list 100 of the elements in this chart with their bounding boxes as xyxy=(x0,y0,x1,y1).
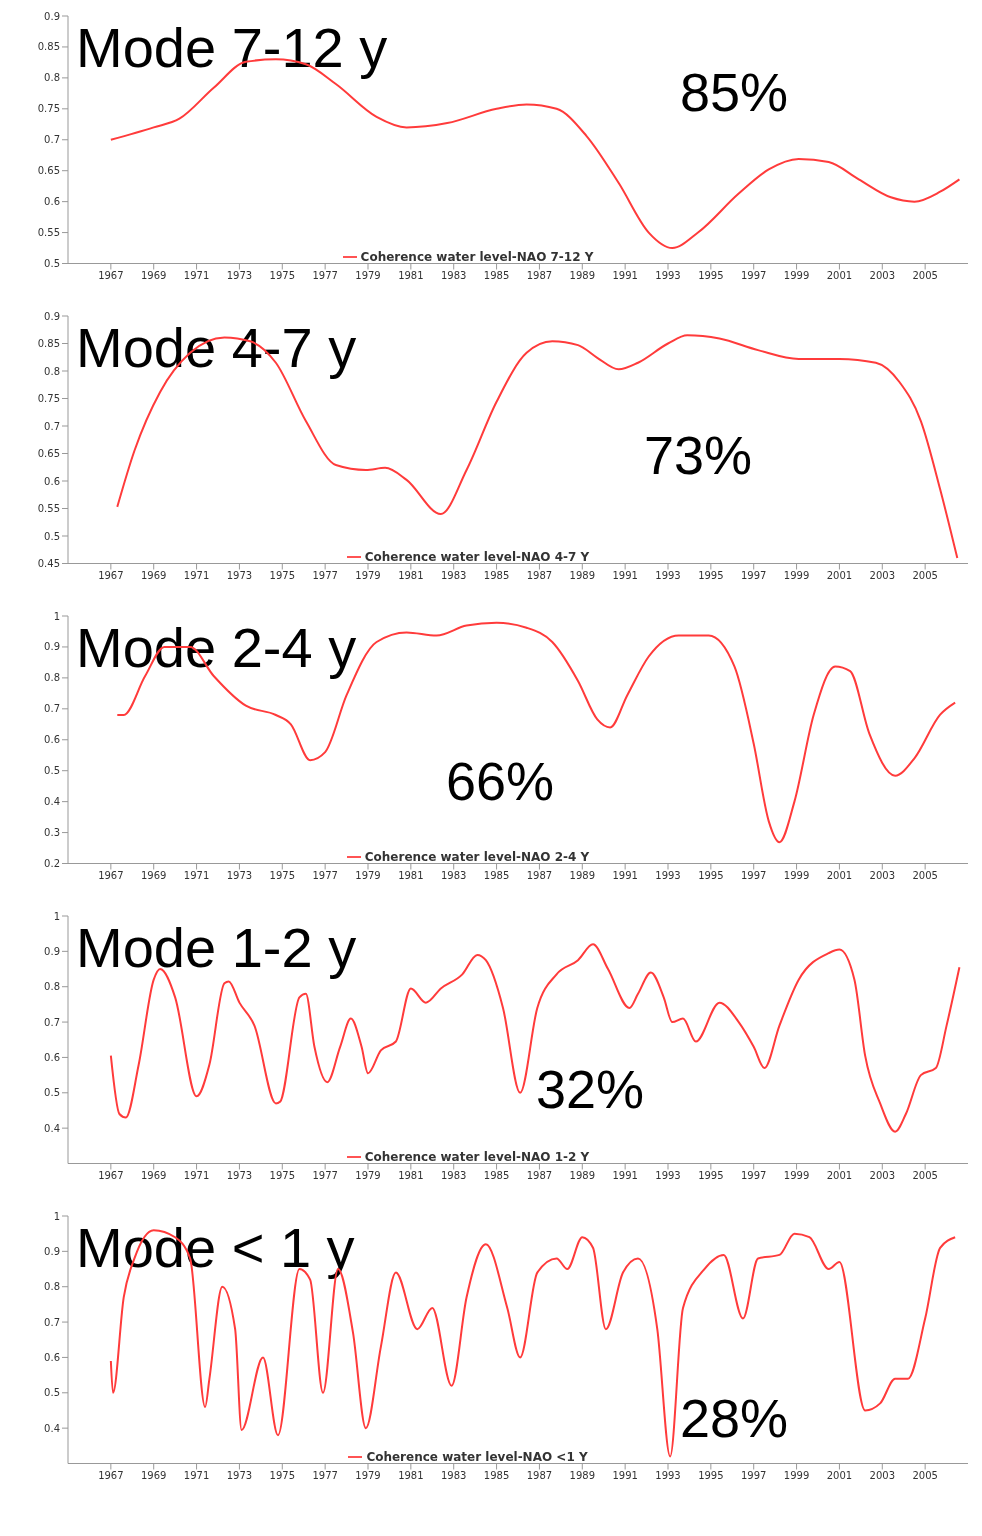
x-tick-label: 1973 xyxy=(226,569,253,581)
x-tick-label: 1981 xyxy=(398,1469,424,1481)
x-tick-label: 2001 xyxy=(826,1469,853,1481)
x-tick-label: 1983 xyxy=(440,869,467,881)
y-tick-label: 0.8 xyxy=(44,672,60,684)
x-tick-label: 1975 xyxy=(269,569,296,581)
x-tick-label: 1985 xyxy=(483,869,510,881)
x-tick-label: 1979 xyxy=(355,569,381,581)
y-tick-label: 0.5 xyxy=(44,1387,60,1399)
x-tick-label: 1977 xyxy=(312,569,338,581)
x-tick-label: 1991 xyxy=(612,1169,638,1181)
x-tick-label: 2005 xyxy=(912,1469,938,1481)
y-tick-label: 0.85 xyxy=(37,41,60,53)
y-tick-label: 0.8 xyxy=(44,365,60,377)
x-tick-label: 1969 xyxy=(140,1469,167,1481)
x-tick-label: 1983 xyxy=(440,1469,467,1481)
x-tick-label: 1987 xyxy=(526,269,553,281)
chart-title: Mode 7-12 y xyxy=(76,16,388,79)
x-tick-label: 1993 xyxy=(655,869,681,881)
x-tick-label: 1999 xyxy=(783,1469,810,1481)
y-tick-label: 0.9 xyxy=(44,1245,60,1257)
y-tick-label: 0.75 xyxy=(37,393,60,405)
annotation: 28% xyxy=(680,1387,789,1448)
legend-label: Coherence water level-NAO 4-7 Y xyxy=(364,549,590,564)
y-tick-label: 0.8 xyxy=(44,1281,60,1293)
x-tick-label: 2003 xyxy=(869,569,896,581)
x-tick-label: 1973 xyxy=(226,269,253,281)
annotation: 73% xyxy=(644,425,753,486)
x-tick-label: 2005 xyxy=(912,1169,938,1181)
y-tick-label: 0.4 xyxy=(44,1422,60,1434)
y-tick-label: 0.5 xyxy=(44,765,60,777)
y-tick-label: 0.7 xyxy=(44,1016,60,1028)
x-tick-label: 1981 xyxy=(398,269,424,281)
x-tick-label: 1985 xyxy=(483,269,510,281)
y-tick-label: 0.65 xyxy=(37,448,60,460)
x-tick-label: 1979 xyxy=(355,869,381,881)
x-tick-label: 1981 xyxy=(398,1169,424,1181)
x-tick-label: 1969 xyxy=(140,869,167,881)
x-tick-label: 1991 xyxy=(612,269,638,281)
x-tick-label: 2005 xyxy=(912,269,938,281)
x-tick-label: 1981 xyxy=(398,569,424,581)
y-tick-label: 0.9 xyxy=(44,10,60,22)
x-tick-label: 1969 xyxy=(140,569,167,581)
x-tick-label: 1989 xyxy=(569,1169,596,1181)
x-tick-label: 1977 xyxy=(312,1169,338,1181)
x-tick-label: 1971 xyxy=(183,869,210,881)
legend-label: Coherence water level-NAO 2-4 Y xyxy=(364,849,590,864)
x-tick-label: 1981 xyxy=(398,869,424,881)
x-tick-label: 1993 xyxy=(655,269,681,281)
annotation: 85% xyxy=(680,62,789,123)
x-tick-label: 1969 xyxy=(140,269,167,281)
x-tick-label: 1971 xyxy=(183,1469,210,1481)
x-tick-label: 1977 xyxy=(312,269,338,281)
y-tick-label: 0.75 xyxy=(37,103,60,115)
chart-title: Mode 2-4 y xyxy=(76,616,357,679)
y-tick-label: 0.65 xyxy=(37,165,60,177)
y-tick-label: 0.4 xyxy=(44,1122,60,1134)
y-tick-label: 0.9 xyxy=(44,945,60,957)
y-tick-label: 0.5 xyxy=(44,530,60,542)
x-tick-label: 1991 xyxy=(612,869,638,881)
y-tick-label: 0.9 xyxy=(44,310,60,322)
x-tick-label: 2003 xyxy=(869,269,896,281)
x-tick-label: 1979 xyxy=(355,269,381,281)
legend-label: Coherence water level-NAO 7-12 Y xyxy=(360,249,594,264)
x-tick-label: 1987 xyxy=(526,1469,553,1481)
x-tick-label: 1995 xyxy=(698,569,724,581)
x-tick-label: 1967 xyxy=(98,569,124,581)
y-tick-label: 0.6 xyxy=(44,1051,60,1063)
x-tick-label: 1997 xyxy=(740,569,767,581)
x-tick-label: 1979 xyxy=(355,1469,381,1481)
x-tick-label: 1989 xyxy=(569,1469,596,1481)
x-tick-label: 1971 xyxy=(183,269,210,281)
annotation: 66% xyxy=(446,751,555,812)
y-tick-label: 0.55 xyxy=(37,503,60,515)
x-tick-label: 1997 xyxy=(740,269,767,281)
x-tick-label: 1991 xyxy=(612,1469,638,1481)
y-tick-label: 0.55 xyxy=(37,227,60,239)
x-tick-label: 1975 xyxy=(269,1469,296,1481)
x-tick-label: 2001 xyxy=(826,869,853,881)
x-tick-label: 1995 xyxy=(698,269,724,281)
x-tick-label: 1971 xyxy=(183,1169,210,1181)
x-tick-label: 1967 xyxy=(98,1469,124,1481)
x-tick-label: 1975 xyxy=(269,869,296,881)
y-tick-label: 1 xyxy=(53,910,60,922)
y-tick-label: 0.7 xyxy=(44,420,60,432)
x-tick-label: 1977 xyxy=(312,869,338,881)
x-tick-label: 1973 xyxy=(226,1469,253,1481)
y-tick-label: 0.7 xyxy=(44,703,60,715)
x-tick-label: 1999 xyxy=(783,569,810,581)
y-tick-label: 0.6 xyxy=(44,475,60,487)
x-tick-label: 1995 xyxy=(698,1169,724,1181)
x-tick-label: 1989 xyxy=(569,269,596,281)
x-tick-label: 1989 xyxy=(569,569,596,581)
x-tick-label: 1999 xyxy=(783,869,810,881)
x-tick-label: 1997 xyxy=(740,869,767,881)
x-tick-label: 1967 xyxy=(98,269,124,281)
x-tick-label: 1997 xyxy=(740,1169,767,1181)
y-tick-label: 0.85 xyxy=(37,338,60,350)
y-tick-label: 0.6 xyxy=(44,734,60,746)
x-tick-label: 1985 xyxy=(483,1169,510,1181)
